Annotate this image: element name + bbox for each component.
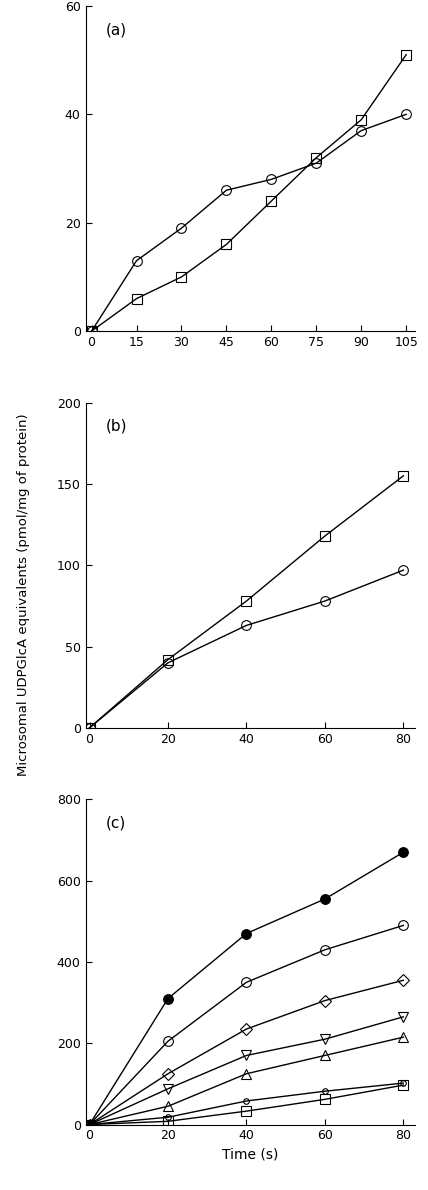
Text: (b): (b) bbox=[105, 419, 127, 434]
Text: Microsomal UDPGlcA equivalents (pmol/mg of protein): Microsomal UDPGlcA equivalents (pmol/mg … bbox=[17, 414, 30, 776]
Text: (c): (c) bbox=[105, 815, 126, 831]
X-axis label: Time (s): Time (s) bbox=[222, 1148, 279, 1161]
Text: (a): (a) bbox=[105, 23, 127, 37]
